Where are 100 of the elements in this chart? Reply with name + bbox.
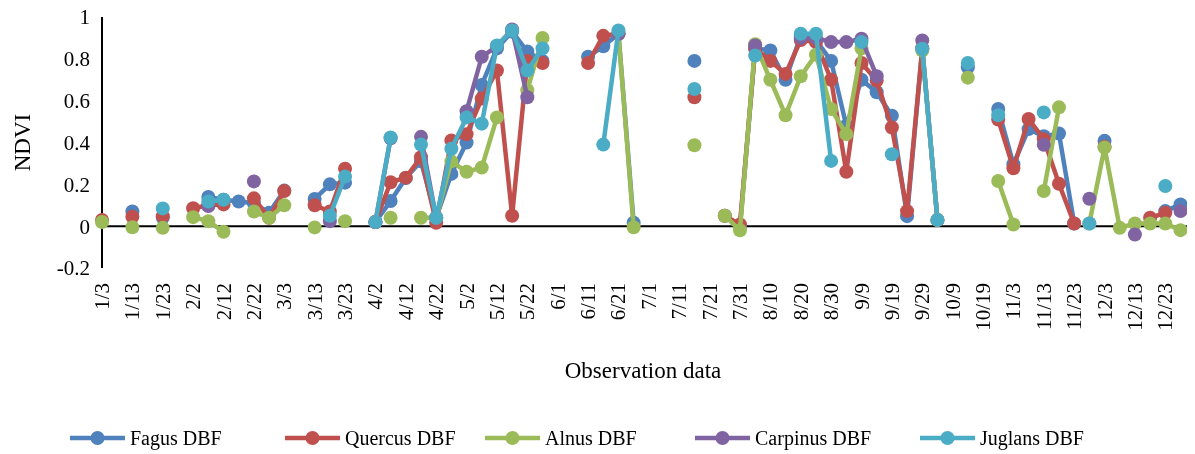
x-tick-label: 2/2 <box>181 283 206 310</box>
point <box>1082 191 1097 206</box>
y-tick-label: 0.6 <box>63 89 90 114</box>
point <box>338 214 353 229</box>
point <box>1036 105 1051 120</box>
x-tick-label: 2/12 <box>211 283 236 321</box>
x-tick-label: 3/23 <box>333 283 358 321</box>
point <box>413 210 428 225</box>
point <box>535 41 550 56</box>
point <box>1021 112 1036 127</box>
point <box>201 194 216 209</box>
point <box>1127 216 1142 231</box>
point <box>246 174 261 189</box>
legend-label: Alnus DBF <box>545 427 637 449</box>
point <box>824 53 839 68</box>
x-tick-label: 12/23 <box>1153 283 1178 331</box>
point <box>1158 179 1173 194</box>
point <box>322 177 337 192</box>
point <box>839 127 854 142</box>
x-tick-label: 3/13 <box>302 283 327 321</box>
point <box>505 208 520 223</box>
y-tick-label: -0.2 <box>56 256 90 281</box>
x-tick-label: 10/19 <box>971 283 996 331</box>
legend-label: Carpinus DBF <box>755 427 872 450</box>
point <box>1112 220 1127 235</box>
x-tick-label: 5/22 <box>515 283 540 321</box>
point <box>748 48 763 63</box>
x-tick-label: 7/11 <box>667 283 692 320</box>
point <box>884 147 899 162</box>
x-tick-label: 6/21 <box>606 283 631 321</box>
point <box>991 108 1006 123</box>
point <box>383 210 398 225</box>
point <box>900 204 915 219</box>
x-tick-label: 7/31 <box>727 283 752 321</box>
point <box>246 191 261 206</box>
point <box>1143 216 1158 231</box>
x-tick-label: 11/3 <box>1001 283 1026 320</box>
point <box>474 49 489 64</box>
point <box>1036 137 1051 152</box>
point <box>687 138 702 153</box>
point <box>246 204 261 219</box>
point <box>186 210 201 225</box>
y-tick-label: 0.4 <box>63 130 91 155</box>
point <box>960 56 975 71</box>
point <box>687 53 702 68</box>
point <box>277 198 292 213</box>
point <box>869 69 884 84</box>
point <box>596 137 611 152</box>
point <box>1036 184 1051 199</box>
point <box>839 164 854 179</box>
x-tick-label: 2/22 <box>241 283 266 321</box>
point <box>322 208 337 223</box>
point <box>763 72 778 87</box>
x-tick-label: 11/13 <box>1031 283 1056 331</box>
point <box>383 175 398 190</box>
point <box>474 116 489 131</box>
point <box>1127 227 1142 242</box>
x-tick-label: 7/1 <box>636 283 661 310</box>
x-tick-label: 3/3 <box>272 283 297 310</box>
point <box>808 26 823 41</box>
point <box>581 56 596 71</box>
point <box>231 194 246 209</box>
legend-label: Fagus DBF <box>130 427 222 450</box>
x-tick-label: 9/19 <box>879 283 904 321</box>
point <box>991 173 1006 188</box>
y-tick-label: 0 <box>79 214 90 239</box>
point <box>884 120 899 135</box>
point <box>1051 176 1066 191</box>
point <box>824 35 839 50</box>
legend-label: Juglans DBF <box>980 427 1084 450</box>
x-axis-title: Observation data <box>564 358 722 383</box>
point <box>125 220 140 235</box>
point <box>824 153 839 168</box>
point <box>824 72 839 87</box>
point <box>489 110 504 125</box>
point <box>1006 217 1021 232</box>
y-tick-label: 1 <box>79 5 90 30</box>
point <box>155 201 170 216</box>
point <box>307 198 322 213</box>
point <box>216 224 231 239</box>
point <box>1051 100 1066 115</box>
point <box>520 63 535 78</box>
point <box>596 28 611 43</box>
x-tick-label: 1/23 <box>150 283 175 321</box>
point <box>307 220 322 235</box>
point <box>687 81 702 96</box>
x-tick-label: 4/2 <box>363 283 388 310</box>
point <box>626 220 641 235</box>
legend-label: Quercus DBF <box>345 427 456 449</box>
x-tick-label: 1/13 <box>120 283 145 321</box>
point <box>839 35 854 50</box>
x-tick-label: 12/3 <box>1092 283 1117 321</box>
x-tick-label: 8/10 <box>758 283 783 321</box>
point <box>1173 204 1187 219</box>
point <box>155 220 170 235</box>
point <box>413 137 428 152</box>
point <box>459 110 474 125</box>
x-tick-label: 1/3 <box>90 283 114 310</box>
x-tick-label: 11/23 <box>1062 283 1087 331</box>
point <box>444 141 459 156</box>
